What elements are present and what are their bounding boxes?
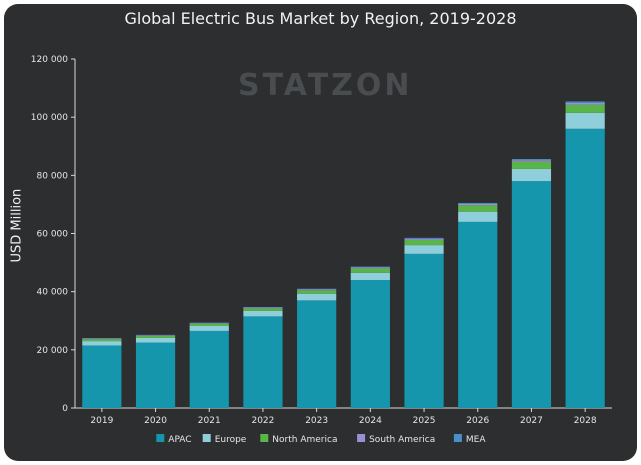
bar-europe-2028: [565, 112, 605, 129]
bar-south-america-2024: [350, 267, 390, 269]
x-tick-label: 2023: [305, 416, 328, 426]
bar-north-america-2025: [404, 239, 444, 246]
x-tick-label: 2027: [520, 416, 543, 426]
bar-north-america-2027: [511, 161, 552, 169]
bar-europe-2022: [243, 310, 283, 317]
x-tick-label: 2025: [413, 416, 436, 426]
bar-north-america-2022: [243, 308, 283, 311]
bar-mea-2026: [458, 202, 498, 204]
legend-label-south-america: South America: [369, 435, 435, 445]
x-tick-label: 2022: [251, 416, 274, 426]
bar-apac-2023: [297, 300, 337, 408]
y-tick-label: 80 000: [37, 171, 69, 181]
bar-apac-2021: [189, 330, 229, 408]
y-tick-label: 60 000: [37, 230, 69, 240]
bar-south-america-2023: [297, 289, 337, 291]
bar-europe-2020: [135, 337, 176, 343]
legend-label-apac: APAC: [168, 435, 191, 445]
bar-mea-2023: [297, 288, 337, 290]
x-tick-label: 2020: [144, 416, 167, 426]
bar-north-america-2019: [82, 339, 122, 342]
bar-apac-2028: [565, 128, 605, 409]
bar-mea-2025: [404, 237, 444, 239]
y-tick-label: 0: [62, 404, 68, 414]
legend-label-europe: Europe: [215, 435, 247, 445]
legend-swatch-mea: [453, 434, 462, 442]
bar-europe-2026: [458, 211, 498, 222]
chart-title: Global Electric Bus Market by Region, 20…: [124, 9, 517, 28]
bar-mea-2027: [511, 159, 552, 161]
bar-north-america-2023: [297, 290, 337, 294]
bar-apac-2024: [350, 280, 390, 408]
bar-mea-2024: [350, 266, 390, 268]
x-tick-label: 2028: [574, 416, 597, 426]
bar-mea-2028: [565, 101, 605, 103]
bar-north-america-2020: [135, 335, 176, 338]
bar-apac-2022: [243, 316, 283, 408]
bar-north-america-2024: [350, 268, 390, 273]
bar-apac-2020: [135, 342, 176, 408]
legend-swatch-south-america: [357, 434, 366, 442]
y-tick-label: 40 000: [37, 288, 69, 298]
x-tick-label: 2024: [359, 416, 382, 426]
bar-europe-2025: [404, 245, 444, 254]
bar-south-america-2028: [565, 102, 605, 105]
bar-europe-2021: [189, 325, 229, 331]
bar-south-america-2027: [511, 160, 552, 162]
legend-swatch-north-america: [260, 434, 269, 442]
bar-north-america-2026: [458, 205, 498, 212]
x-tick-label: 2021: [198, 416, 221, 426]
y-tick-label: 120 000: [31, 55, 68, 65]
x-tick-label: 2019: [90, 416, 113, 426]
legend-label-north-america: North America: [272, 435, 337, 445]
bar-south-america-2020: [135, 335, 176, 336]
y-tick-label: 100 000: [31, 113, 68, 123]
bar-europe-2023: [297, 293, 337, 301]
bar-europe-2027: [511, 168, 552, 182]
watermark-logo: STATZON: [238, 68, 413, 103]
bar-apac-2027: [511, 181, 552, 408]
bar-south-america-2019: [82, 338, 122, 340]
bar-north-america-2028: [565, 104, 605, 113]
bar-europe-2024: [350, 272, 390, 281]
bar-south-america-2022: [243, 307, 283, 309]
bar-apac-2025: [404, 253, 444, 408]
legend-swatch-europe: [202, 434, 211, 442]
bar-south-america-2021: [189, 323, 229, 324]
bar-europe-2019: [82, 341, 122, 346]
bar-south-america-2025: [404, 238, 444, 240]
legend-swatch-apac: [156, 434, 165, 442]
legend-label-mea: MEA: [466, 435, 486, 445]
bar-apac-2026: [458, 221, 498, 408]
bar-north-america-2021: [189, 323, 229, 326]
x-tick-label: 2026: [466, 416, 489, 426]
bar-south-america-2026: [458, 203, 498, 206]
bar-apac-2019: [82, 345, 122, 408]
y-tick-label: 20 000: [37, 346, 69, 356]
